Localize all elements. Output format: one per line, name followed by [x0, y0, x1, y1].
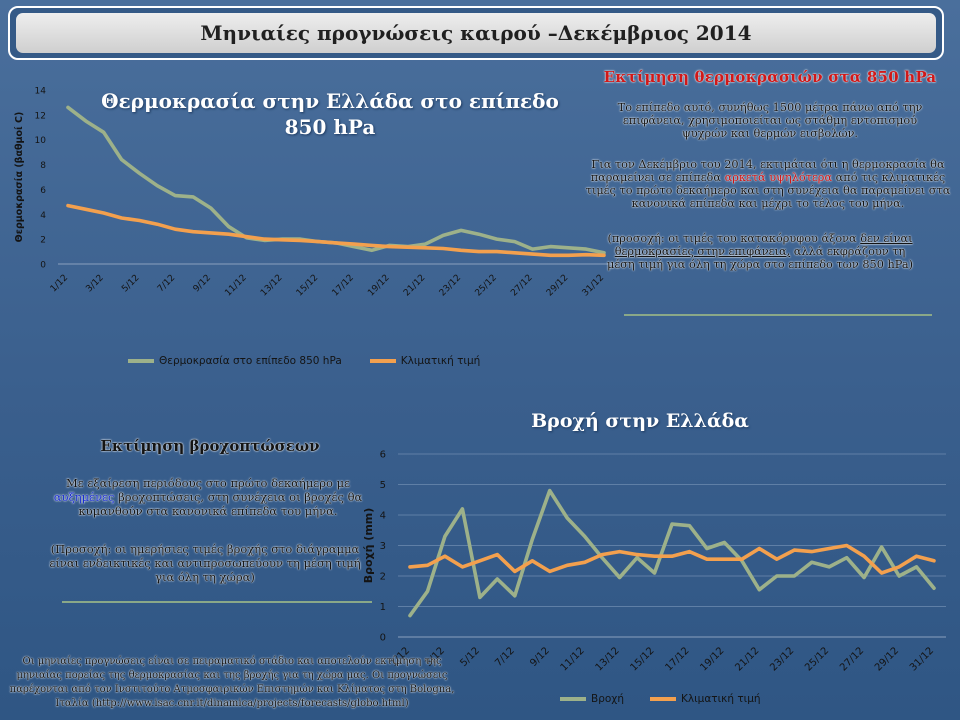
- x-tick-label: 25/12: [803, 645, 831, 673]
- rain-paragraph: Με εξαίρεση περιόδους στο πρώτο δεκαήμερ…: [40, 476, 376, 518]
- x-tick-label: 11/12: [559, 645, 587, 673]
- legend-label-climate: Κλιματική τιμή: [400, 355, 481, 367]
- temperature-chart-title: Θερμοκρασία στην Ελλάδα στο επίπεδο 850 …: [101, 89, 559, 139]
- y-tick-label: 2: [380, 572, 386, 583]
- legend-label-rain: Βροχή: [591, 693, 625, 705]
- x-tick-label: 1/12: [49, 273, 70, 294]
- legend-label-rain-climate: Κλιματική τιμή: [681, 693, 761, 705]
- y-tick-label: 8: [40, 161, 46, 171]
- x-tick-label: 19/12: [366, 273, 391, 298]
- y-axis-label: Θερμοκρασία (βαθμοί C): [14, 112, 25, 243]
- legend-item-rain: Βροχή: [560, 693, 624, 705]
- rain-paragraph-highlight: αυξημένες: [53, 490, 115, 504]
- rain-divider: [62, 601, 372, 603]
- x-tick-label: 9/12: [528, 645, 552, 669]
- x-tick-label: 29/12: [873, 645, 901, 673]
- temperature-paragraph-2-b: από τις κλιματικές τιμές το πρώτο δεκαήμ…: [585, 171, 951, 210]
- slide-title: Μηνιαίες προγνώσεις καιρού –Δεκέμβριος 2…: [16, 13, 936, 53]
- legend-item-climate: Κλιματική τιμή: [369, 355, 481, 367]
- temperature-divider: [624, 314, 932, 316]
- y-tick-label: 14: [35, 87, 47, 97]
- y-tick-label: 3: [380, 541, 386, 552]
- y-tick-label: 5: [380, 480, 386, 491]
- x-tick-label: 29/12: [545, 273, 570, 298]
- x-tick-label: 23/12: [768, 645, 796, 673]
- x-tick-label: 15/12: [295, 273, 320, 298]
- x-tick-label: 15/12: [628, 645, 656, 673]
- x-tick-label: 31/12: [908, 645, 936, 673]
- x-tick-label: 23/12: [438, 273, 463, 298]
- temperature-note-underlined: δεν είναι θερμοκρασίες στην επιφάνεια,: [614, 232, 913, 258]
- x-tick-label: 13/12: [259, 273, 284, 298]
- y-tick-label: 1: [380, 602, 386, 613]
- slide-title-bar: Μηνιαίες προγνώσεις καιρού –Δεκέμβριος 2…: [8, 6, 944, 60]
- x-tick-label: 27/12: [838, 645, 866, 673]
- temperature-paragraph-1: Το επίπεδο αυτό, συνήθως 1500 μέτρα πάνω…: [617, 101, 923, 140]
- legend-item-rain-climate: Κλιματική τιμή: [650, 693, 761, 705]
- x-tick-label: 27/12: [509, 273, 534, 298]
- legend-swatch-orange: [369, 359, 396, 363]
- series-line-1: [408, 488, 936, 618]
- x-tick-label: 7/12: [156, 273, 177, 294]
- legend-swatch-green: [560, 697, 586, 701]
- x-tick-label: 21/12: [402, 273, 427, 298]
- legend-label-temperature: Θερμοκρασία στο επίπεδο 850 hPa: [159, 355, 342, 367]
- rain-paragraph-a: Με εξαίρεση περιόδους στο πρώτο δεκαήμερ…: [65, 476, 351, 490]
- temperature-note: (προσοχή: οι τιμές του κατακόρυφου άξονα…: [600, 232, 920, 271]
- y-tick-label: 0: [380, 633, 386, 644]
- rain-heading: Εκτίμηση βροχοπτώσεων: [100, 437, 320, 455]
- y-tick-label: 12: [35, 111, 46, 121]
- x-tick-label: 17/12: [663, 645, 691, 673]
- temperature-paragraph-2-a: Για τον Δεκέμβριο του 2014, εκτιμάται ότ…: [590, 158, 945, 184]
- x-tick-label: 31/12: [581, 273, 606, 298]
- x-tick-label: 25/12: [474, 273, 499, 298]
- x-tick-label: 11/12: [223, 273, 248, 298]
- y-tick-label: 2: [40, 236, 46, 246]
- y-tick-label: 4: [40, 211, 46, 221]
- temperature-paragraph-2: Για τον Δεκέμβριο του 2014, εκτιμάται ότ…: [580, 158, 956, 210]
- x-tick-label: 7/12: [493, 645, 517, 669]
- x-tick-label: 5/12: [120, 273, 141, 294]
- y-axis-label: Βροχή (mm): [362, 508, 375, 584]
- series-line-2: [408, 543, 936, 575]
- x-tick-label: 21/12: [733, 645, 761, 673]
- y-tick-label: 6: [40, 186, 46, 196]
- rain-note: (Προσοχή: οι ημερήσιες τιμές βροχής στο …: [49, 542, 361, 584]
- temperature-note-b: αλλά εκφράζουν τη μέση τιμή για όλη τη χ…: [606, 245, 913, 271]
- legend-swatch-green: [128, 359, 154, 363]
- y-tick-label: 6: [380, 450, 386, 461]
- x-tick-label: 19/12: [698, 645, 726, 673]
- x-tick-label: 13/12: [594, 645, 622, 673]
- x-tick-label: 3/12: [84, 273, 105, 294]
- legend-swatch-orange: [650, 697, 677, 701]
- temperature-legend: Θερμοκρασία στο επίπεδο 850 hPa Κλιματικ…: [128, 355, 480, 367]
- temperature-note-a: (προσοχή: οι τιμές του κατακόρυφου άξονα: [607, 232, 857, 245]
- y-tick-label: 0: [40, 261, 46, 271]
- x-tick-label: 9/12: [192, 273, 213, 294]
- y-tick-label: 10: [35, 136, 47, 146]
- x-tick-label: 17/12: [331, 273, 356, 298]
- series-line-2: [66, 203, 606, 258]
- x-tick-label: 5/12: [458, 645, 482, 669]
- footer-disclaimer: Οι μηνιαίες προγνώσεις είναι σε πειραματ…: [9, 656, 455, 709]
- y-tick-label: 4: [380, 511, 386, 522]
- temperature-paragraph-2-highlight: αρκετά υψηλότερα: [724, 171, 833, 184]
- rainfall-chart-title: Βροχή στην Ελλάδα: [531, 410, 749, 432]
- rainfall-legend: Βροχή Κλιματική τιμή: [560, 693, 761, 705]
- temperature-heading: Εκτίμηση θερμοκρασιών στα 850 hPa: [603, 68, 937, 86]
- legend-item-temperature: Θερμοκρασία στο επίπεδο 850 hPa: [128, 355, 342, 367]
- rain-paragraph-b: βροχοπτώσεις, στη συνέχεια οι βροχές θα …: [78, 490, 363, 518]
